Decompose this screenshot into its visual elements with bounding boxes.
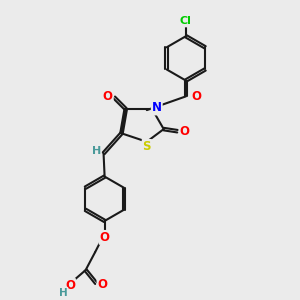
- Text: S: S: [142, 140, 151, 153]
- Text: N: N: [152, 101, 162, 115]
- Text: O: O: [98, 278, 107, 291]
- Text: H: H: [59, 288, 68, 298]
- Text: O: O: [65, 279, 75, 292]
- Text: H: H: [92, 146, 101, 156]
- Text: O: O: [180, 125, 190, 138]
- Text: O: O: [100, 231, 110, 244]
- Text: Cl: Cl: [180, 16, 192, 26]
- Text: O: O: [103, 90, 113, 103]
- Text: O: O: [192, 90, 202, 103]
